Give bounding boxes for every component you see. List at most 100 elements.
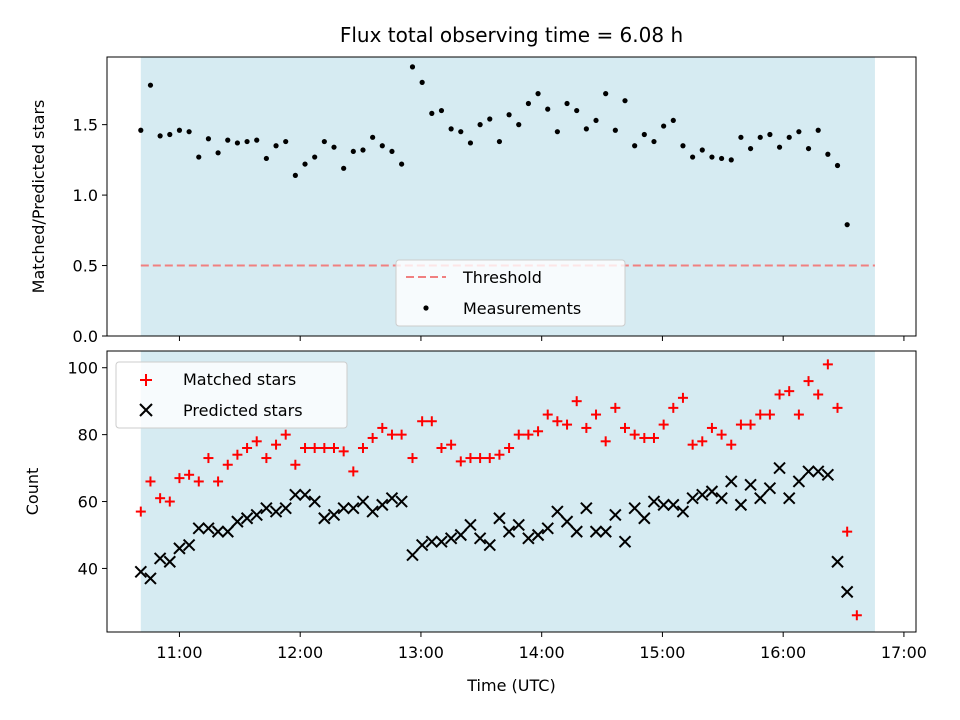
measurement-point — [670, 117, 676, 124]
matched-star-point — [436, 443, 447, 454]
predicted-star-point — [531, 528, 545, 542]
measurement-point — [632, 143, 638, 149]
matched-star-point — [842, 526, 853, 537]
matched-star-point — [417, 416, 428, 427]
ratio-y-axis-label: Matched/Predicted stars — [29, 100, 48, 294]
legend-threshold-label: Threshold — [462, 268, 542, 287]
matched-star-point — [319, 443, 330, 454]
predicted-star-point — [144, 572, 157, 585]
matched-star-point — [367, 432, 378, 443]
x-tick-label: 17:00 — [881, 643, 927, 662]
measurement-point — [147, 82, 154, 88]
count-legend: Matched stars Predicted stars — [115, 361, 348, 429]
matched-star-point — [648, 432, 659, 443]
legend-matched-label: Matched stars — [183, 370, 296, 389]
matched-stars-points — [135, 359, 862, 621]
predicted-star-point — [638, 512, 651, 525]
measurement-point — [718, 155, 725, 162]
matched-star-point — [396, 429, 407, 440]
matched-star-point — [222, 459, 233, 470]
measurement-point — [350, 148, 356, 155]
x-axis-label: Time (UTC) — [466, 676, 555, 695]
predicted-star-point — [696, 488, 709, 502]
y-tick-label: 60 — [78, 493, 98, 512]
predicted-star-point — [811, 465, 825, 478]
predicted-star-point — [163, 555, 176, 568]
matched-star-point — [357, 443, 368, 454]
predicted-star-point — [464, 518, 477, 532]
predicted-star-point — [744, 478, 757, 492]
legend-measurements-swatch — [423, 305, 429, 311]
matched-star-point — [280, 429, 291, 440]
matched-star-point — [658, 419, 669, 430]
predicted-star-point — [366, 505, 379, 518]
measurement-point — [554, 129, 560, 135]
measurement-point — [690, 154, 696, 160]
measurement-point — [157, 133, 163, 139]
matched-star-point — [735, 419, 746, 430]
predicted-star-point — [308, 495, 321, 508]
legend-measurements-label: Measurements — [463, 299, 581, 318]
matched-star-point — [309, 443, 320, 454]
matched-star-point — [155, 493, 166, 504]
matched-star-point — [232, 449, 243, 460]
matched-star-point — [629, 429, 640, 440]
matched-star-point — [465, 453, 476, 464]
measurement-point — [815, 127, 821, 133]
matched-star-point — [494, 449, 505, 460]
measurement-point — [341, 165, 347, 171]
matched-star-point — [764, 409, 775, 420]
measurement-point — [487, 116, 493, 122]
matched-star-point — [745, 419, 756, 430]
measurement-point — [805, 145, 812, 152]
predicted-star-point — [551, 505, 564, 518]
measurement-point — [379, 143, 385, 149]
measurement-point — [360, 147, 366, 153]
measurement-point — [699, 147, 705, 153]
matched-star-point — [668, 402, 679, 413]
predicted-star-point — [153, 552, 167, 565]
measurement-point — [254, 137, 260, 143]
matched-star-point — [145, 476, 156, 487]
x-tick-label: 16:00 — [760, 643, 806, 662]
predicted-star-point — [483, 538, 496, 552]
measurement-point — [603, 91, 609, 97]
matched-star-point — [242, 443, 253, 454]
predicted-star-point — [705, 485, 719, 498]
predicted-star-point — [473, 532, 487, 545]
predicted-star-point — [599, 525, 612, 538]
matched-star-point — [552, 416, 563, 427]
matched-star-point — [591, 409, 602, 420]
predicted-stars-points — [134, 461, 854, 599]
measurement-point — [244, 138, 250, 145]
predicted-star-point — [802, 465, 815, 478]
measurement-point — [516, 122, 522, 128]
matched-star-point — [290, 459, 301, 470]
predicted-star-point — [298, 488, 312, 502]
measurement-point — [321, 138, 327, 145]
measurement-point — [167, 131, 173, 138]
matched-star-point — [822, 359, 833, 370]
matched-star-point — [193, 476, 204, 487]
predicted-star-point — [541, 522, 554, 535]
predicted-star-point — [609, 508, 622, 522]
count-plot-frame — [106, 350, 917, 633]
predicted-star-point — [250, 508, 263, 522]
y-tick-label: 0.0 — [73, 327, 98, 346]
count-x-ticks: 11:00 12:00 13:00 14:00 15:00 16:00 17:00 — [156, 632, 927, 662]
ratio-plot-frame — [106, 56, 917, 337]
predicted-star-point — [647, 495, 661, 508]
predicted-star-point — [522, 532, 535, 545]
ratio-y-ticks: 0.0 0.5 1.0 1.5 — [73, 116, 107, 346]
measurement-point — [757, 134, 763, 140]
matched-star-point — [446, 439, 457, 450]
predicted-star-point — [715, 491, 728, 505]
predicted-star-point — [773, 461, 786, 475]
matched-star-point — [348, 466, 359, 477]
measurement-point — [641, 131, 647, 138]
matched-star-point — [475, 453, 486, 464]
matched-star-point — [203, 453, 214, 464]
y-tick-label: 40 — [78, 559, 98, 578]
predicted-star-point — [580, 502, 593, 515]
measurement-point — [302, 161, 308, 167]
